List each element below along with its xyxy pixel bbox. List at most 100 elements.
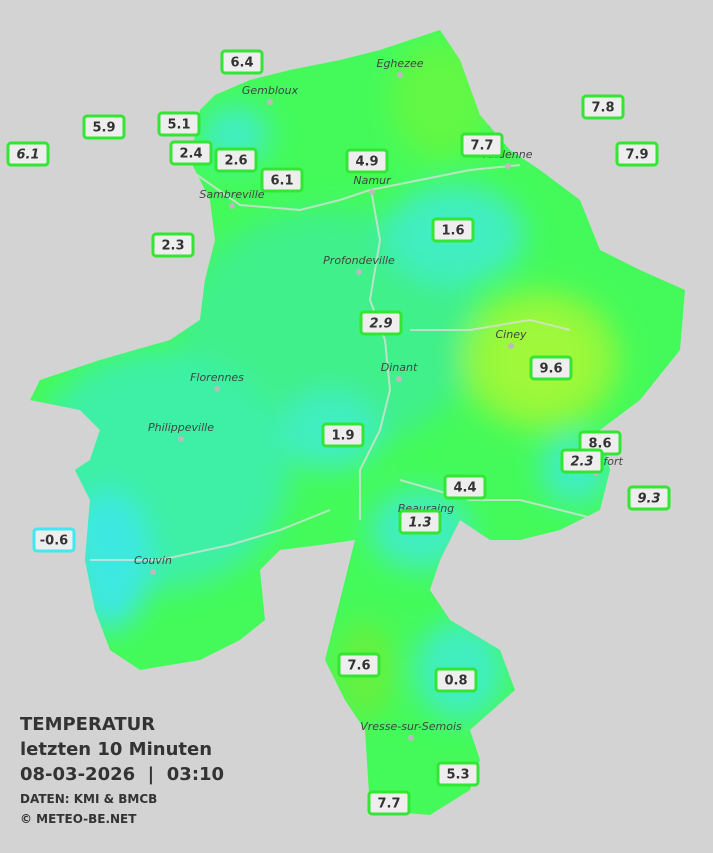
station-value: 6.1 [16, 148, 39, 163]
city-label: Ciney [496, 328, 527, 341]
station-box [169, 140, 213, 166]
station-value: 9.6 [539, 362, 562, 377]
station-box [32, 527, 76, 553]
source: DATEN: KMI & BMCB [20, 792, 157, 806]
station: 6.1 [260, 167, 304, 193]
station-value: 9.3 [637, 492, 660, 507]
city-label: Florennes [190, 371, 244, 384]
station-box [436, 761, 480, 787]
station-box [529, 355, 573, 381]
station-box [581, 94, 625, 120]
station-value: 5.3 [446, 768, 469, 783]
station-value: 4.4 [453, 481, 476, 496]
city-label: Namur [353, 174, 392, 187]
city-label: Philippeville [148, 421, 214, 434]
city-dot [267, 99, 273, 105]
city-dot [408, 735, 414, 741]
station: 1.9 [321, 422, 365, 448]
station: 7.6 [337, 652, 381, 678]
city-dot [178, 436, 184, 442]
station: 9.6 [529, 355, 573, 381]
period: letzten 10 Minuten [20, 739, 212, 760]
station-value: 5.1 [167, 118, 190, 133]
heading: TEMPERATUR [20, 714, 155, 735]
station-box [345, 148, 389, 174]
station: 5.1 [157, 111, 201, 137]
station-box [434, 667, 478, 693]
city-dot [396, 376, 402, 382]
station: 7.9 [615, 141, 659, 167]
station-value: 0.8 [444, 674, 467, 689]
station-box [560, 448, 604, 474]
station: 4.9 [345, 148, 389, 174]
station: 9.3 [627, 485, 671, 511]
station: 6.1 [6, 141, 50, 167]
city-label: Gembloux [242, 84, 299, 97]
station: 5.9 [82, 114, 126, 140]
station-value: 7.9 [625, 148, 648, 163]
station-value: 1.6 [441, 224, 464, 239]
station-box [431, 217, 475, 243]
station-value: 7.8 [591, 101, 614, 116]
station-box [443, 474, 487, 500]
timestamp: 08-03-2026 | 03:10 [20, 764, 224, 785]
city-dot [508, 343, 514, 349]
station: 2.3 [560, 448, 604, 474]
city-dot [229, 203, 235, 209]
station-value: 7.7 [470, 139, 493, 154]
station: 0.8 [434, 667, 478, 693]
station: 7.8 [581, 94, 625, 120]
station: 1.6 [431, 217, 475, 243]
station-box [398, 509, 442, 535]
station: 4.4 [443, 474, 487, 500]
station-box [367, 790, 411, 816]
city-label: Sambreville [199, 188, 264, 201]
city-dot [505, 163, 511, 169]
station: 7.7 [367, 790, 411, 816]
station-box [460, 132, 504, 158]
city-label: Profondeville [323, 254, 395, 267]
station-value: 2.9 [369, 317, 392, 332]
city-dot [214, 386, 220, 392]
rivers [90, 164, 601, 561]
city-label: Vresse-sur-Semois [360, 720, 462, 733]
station-value: 2.6 [224, 154, 247, 169]
station: -0.6 [32, 527, 76, 553]
station: 5.3 [436, 761, 480, 787]
station-value: 5.9 [92, 121, 115, 136]
station-box [615, 141, 659, 167]
stations: 6.4 5.9 6.1 5.1 2.4 2.6 6.1 4.9 7.7 7.8 7.9 2.3 1.6 2… [6, 49, 671, 816]
station-box [337, 652, 381, 678]
station-box [6, 141, 50, 167]
station: 2.9 [359, 310, 403, 336]
station-box [214, 147, 258, 173]
station: 1.3 [398, 509, 442, 535]
city-dot [150, 569, 156, 575]
station-value: 6.4 [230, 56, 253, 71]
station-value: 1.3 [408, 516, 431, 531]
credit: © METEO-BE.NET [20, 812, 137, 826]
legend-title: TEMPERATUR letzten 10 Minuten 08-03-2026… [20, 714, 224, 826]
station-box [157, 111, 201, 137]
station-value: 4.9 [355, 155, 378, 170]
station-value: 1.9 [331, 429, 354, 444]
station-box [220, 49, 264, 75]
city-label: Dinant [381, 361, 418, 374]
city-dot [397, 72, 403, 78]
station-box [359, 310, 403, 336]
station: 2.3 [151, 232, 195, 258]
city-dot [356, 269, 362, 275]
city-label: Eghezee [377, 57, 424, 70]
station-box [82, 114, 126, 140]
station: 2.6 [214, 147, 258, 173]
station: 2.4 [169, 140, 213, 166]
station: 6.4 [220, 49, 264, 75]
station-value: 2.3 [161, 239, 184, 254]
city-label: Couvin [134, 554, 172, 567]
station-box [260, 167, 304, 193]
station-box [151, 232, 195, 258]
station-box [627, 485, 671, 511]
city-dot [369, 189, 375, 195]
station-value: 2.3 [570, 455, 593, 470]
